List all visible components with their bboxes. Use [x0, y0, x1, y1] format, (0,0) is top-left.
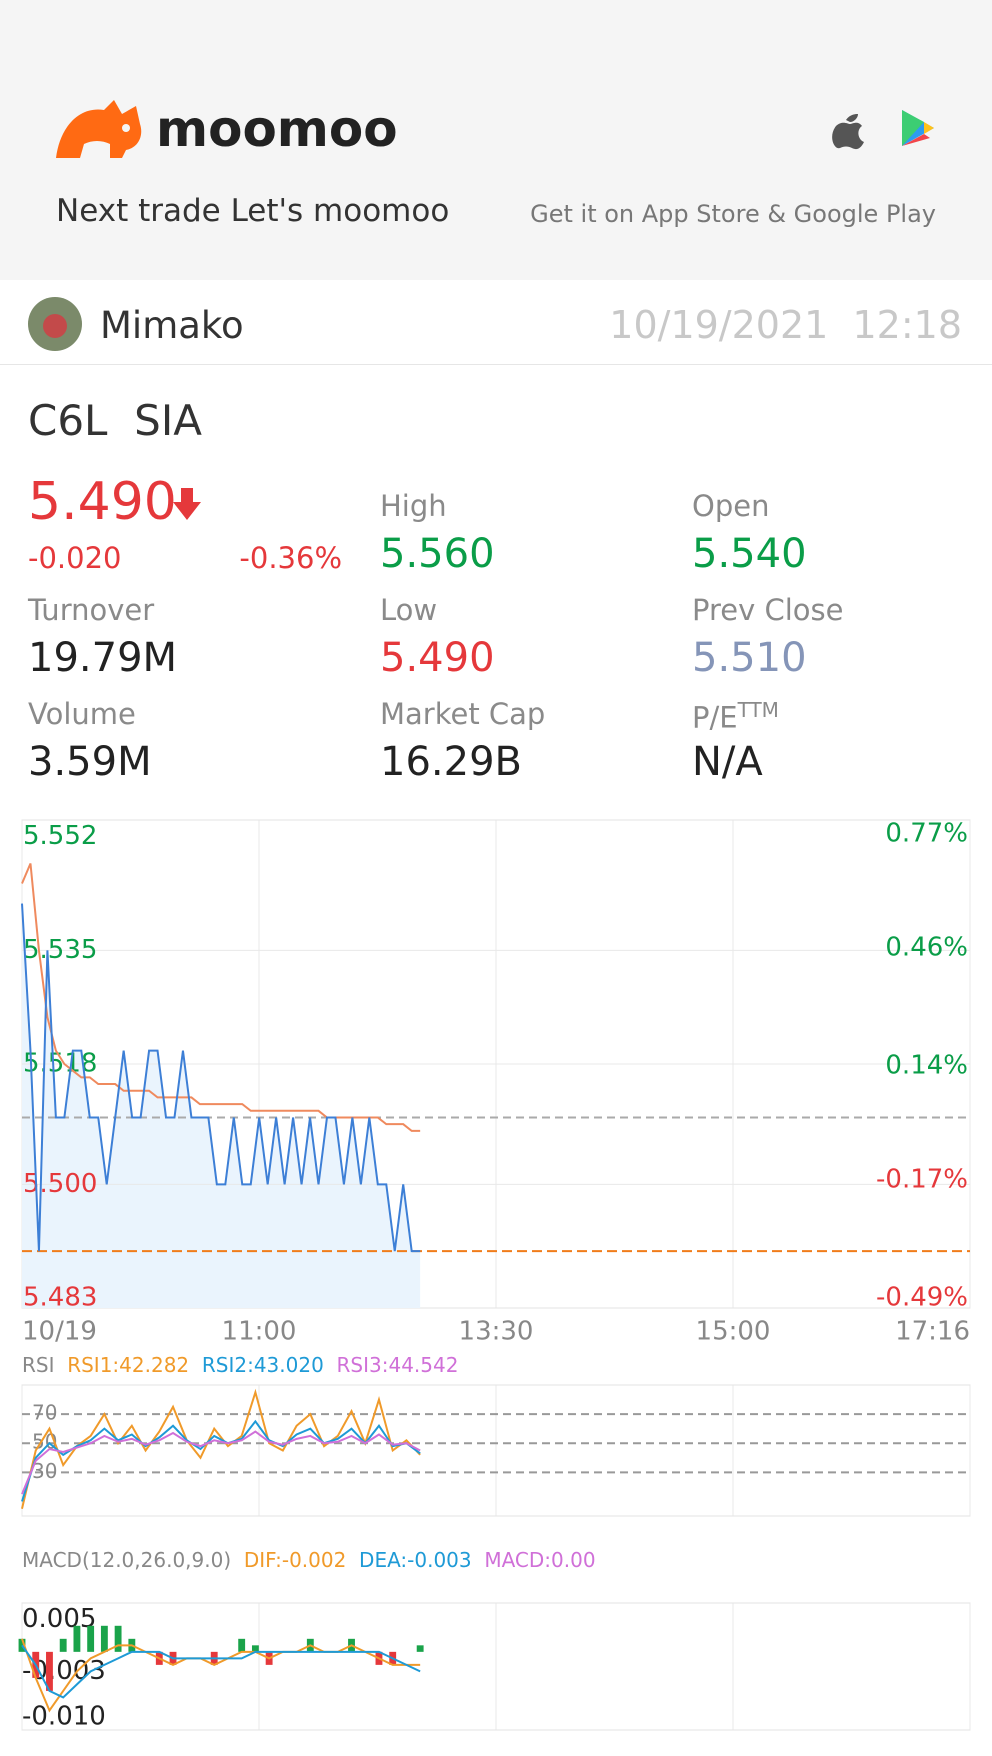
stat-label: Prev Close — [692, 593, 844, 627]
stat-label: High — [380, 489, 447, 523]
stat-label: Low — [380, 593, 438, 627]
price: 5.490 — [28, 472, 177, 532]
y-tick-label: 5.518 — [23, 1049, 97, 1079]
y2-tick-label: 0.77% — [885, 818, 968, 848]
macd-bar — [238, 1638, 246, 1652]
macd-bar — [59, 1638, 67, 1652]
stat-label: Market Cap — [380, 697, 546, 731]
store-text[interactable]: Get it on App Store & Google Play — [530, 200, 936, 228]
series-line — [21, 1644, 421, 1699]
price-chart: 5.552 5.535 5.518 5.500 5.483 0.77% 0.46% 0.14%… — [21, 818, 971, 1347]
macd-bar — [114, 1625, 122, 1652]
macd-bar — [100, 1625, 108, 1652]
brand: moomoo — [156, 100, 398, 158]
stat-label: P/ETTM — [692, 700, 779, 733]
stat-value: 5.540 — [692, 531, 807, 577]
macd-title: MACD(12.0,26.0,9.0) — [22, 1548, 232, 1572]
tagline: Next trade Let's moomoo — [56, 193, 450, 229]
y2-tick-label: 0.46% — [885, 933, 968, 963]
series-line — [21, 1430, 421, 1495]
stat-value: 3.59M — [28, 739, 152, 785]
series-line — [21, 1419, 421, 1502]
stock-title: C6L SIA — [28, 400, 202, 442]
y-tick-label: 30 — [32, 1459, 57, 1483]
stat-label: Turnover — [28, 593, 155, 627]
y-tick-label: 70 — [32, 1401, 57, 1425]
logo-icon — [56, 100, 142, 158]
macd-bar — [46, 1651, 53, 1691]
macd-chart: 0.005-0.003-0.010 — [18, 1602, 971, 1731]
rsi-title: RSI — [22, 1353, 55, 1377]
stock-name: SIA — [134, 396, 202, 445]
legend-entry: RSI2:43.020 — [201, 1353, 324, 1377]
series-line — [21, 1638, 421, 1713]
y2-tick-label: -0.49% — [876, 1283, 968, 1313]
y-tick-label: 5.483 — [23, 1282, 97, 1312]
y-tick-label: -0.010 — [22, 1701, 106, 1731]
y-tick-label: 5.535 — [23, 935, 97, 965]
y2-tick-label: -0.17% — [876, 1165, 968, 1195]
macd-legend: MACD(12.0,26.0,9.0) DIF:-0.002 DEA:-0.00… — [22, 1550, 596, 1570]
legend-entry: RSI3:44.542 — [336, 1353, 459, 1377]
stat-label: Open — [692, 489, 770, 523]
avatar[interactable] — [27, 296, 83, 352]
stat-value: 5.560 — [380, 531, 495, 577]
time: 12:18 — [852, 303, 962, 347]
stat-label-sup: TTM — [737, 698, 779, 722]
x-tick-label: 11:00 — [222, 1317, 297, 1347]
x-tick-label: 10/19 — [22, 1317, 97, 1347]
series-line — [21, 1388, 421, 1509]
y-tick-label: 0.005 — [22, 1604, 96, 1634]
price-area — [22, 903, 421, 1308]
series-line — [21, 863, 421, 1132]
y-tick-label: 5.500 — [23, 1169, 97, 1199]
change: -0.020 — [28, 541, 122, 575]
legend-entry: DIF:-0.002 — [243, 1548, 347, 1572]
y2-tick-label: 0.14% — [885, 1051, 968, 1081]
macd-bar — [251, 1645, 259, 1652]
legend-entry: RSI1:42.282 — [67, 1353, 190, 1377]
date: 10/19/2021 — [609, 303, 829, 347]
change-pct: -0.36% — [239, 541, 342, 575]
x-tick-label: 15:00 — [696, 1317, 771, 1347]
google-play-icon[interactable] — [900, 108, 936, 148]
stat-value: 5.490 — [380, 635, 495, 681]
rsi-legend: RSI RSI1:42.282 RSI2:43.020 RSI3:44.542 — [22, 1355, 458, 1375]
divider — [0, 364, 992, 365]
macd-bar — [87, 1625, 95, 1652]
y-tick-label: 5.552 — [23, 821, 97, 851]
stat-label: Volume — [28, 697, 136, 731]
x-tick-label: 13:30 — [459, 1317, 534, 1347]
macd-bar — [73, 1625, 81, 1652]
user-name[interactable]: Mimako — [100, 304, 244, 347]
legend-entry: DEA:-0.003 — [359, 1548, 472, 1572]
stat-value: N/A — [692, 739, 763, 785]
stat-value: 16.29B — [380, 739, 522, 785]
stock-code: C6L — [28, 396, 108, 445]
post-datetime: 10/19/2021 12:18 — [609, 306, 962, 344]
macd-bar — [416, 1645, 424, 1652]
series-line — [21, 903, 421, 1253]
stat-label-text: P/E — [692, 700, 738, 735]
stat-value: 5.510 — [692, 635, 807, 681]
legend-entry: MACD:0.00 — [484, 1548, 596, 1572]
header — [0, 0, 992, 280]
apple-icon[interactable] — [828, 108, 864, 150]
down-arrow — [173, 488, 201, 520]
stat-value: 19.79M — [28, 635, 178, 681]
x-tick-label: 17:16 — [895, 1317, 970, 1347]
